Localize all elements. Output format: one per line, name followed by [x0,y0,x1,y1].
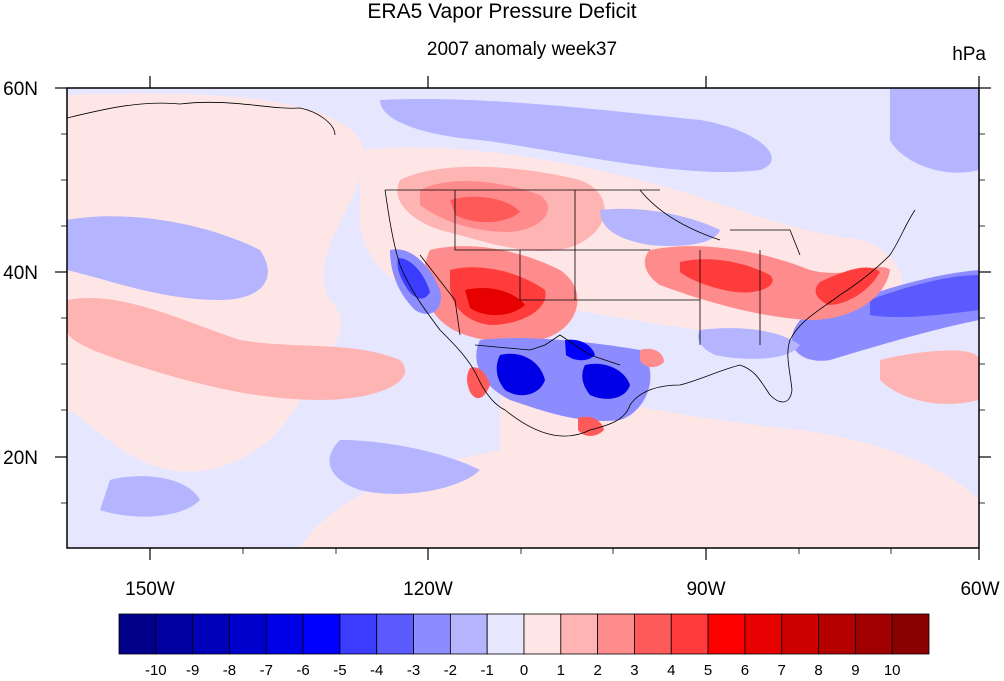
colorbar-tick-label: -7 [260,662,273,679]
colorbar-tick-label: 6 [741,662,749,679]
lon-label-90w: 90W [686,579,725,600]
colorbar-swatch [818,613,856,655]
colorbar-tick-label: 9 [851,662,859,679]
lat-label-40n: 40N [3,263,38,284]
colorbar-tick-label: -1 [481,662,494,679]
colorbar-tick-label: -3 [407,662,420,679]
colorbar-swatch [339,613,378,655]
anomaly-field [67,88,979,548]
colorbar-tick-label: -8 [223,662,236,679]
colorbar-swatch [744,613,783,655]
colorbar-tick-label: -4 [370,662,383,679]
colorbar-swatch [707,613,746,655]
colorbar-tick-label: 5 [704,662,712,679]
units-label: hPa [952,44,986,65]
colorbar-swatch [413,613,451,655]
lon-label-60w: 60W [960,579,999,600]
colorbar-swatch [155,613,194,655]
colorbar-swatch [560,613,599,655]
axis-ticks [55,76,991,560]
lon-label-120w: 120W [403,579,453,600]
colorbar-swatch [192,613,230,655]
colorbar-tick-label: 8 [814,662,822,679]
colorbar-tick-label: -6 [296,662,309,679]
lat-label-60n: 60N [3,79,38,100]
colorbar-swatch [523,613,562,655]
colorbar-tick-label: 0 [520,662,528,679]
colorbar-swatch [118,613,157,655]
chart-subtitle: 2007 anomaly week37 [426,39,618,60]
colorbar-swatch [449,613,488,655]
chart-title: ERA5 Vapor Pressure Deficit [367,0,637,23]
colorbar-swatch [229,613,267,655]
colorbar-swatch [891,613,930,655]
colorbar-tick-label: 7 [778,662,786,679]
colorbar-swatch [854,613,893,655]
colorbar-tick-label: 1 [557,662,565,679]
colorbar-tick-label: 10 [884,662,901,679]
colorbar-tick-label: 2 [593,662,601,679]
colorbar-swatch [597,613,635,655]
colorbar-swatch [634,613,672,655]
colorbar-swatch [486,613,525,655]
colorbar-tick-label: -2 [444,662,457,679]
colorbar-swatch [781,613,819,655]
colorbar-tick-label: 3 [630,662,638,679]
colorbar-tick-label: 4 [667,662,675,679]
colorbar-swatch [376,613,414,655]
colorbar-swatch [302,613,341,655]
colorbar-tick-label: -10 [145,662,167,679]
coastlines [67,101,916,437]
colorbar-swatch [670,613,709,655]
colorbar-swatch [265,613,304,655]
colorbar-tick-label: -5 [333,662,346,679]
colorbar-tick-label: -9 [186,662,199,679]
lat-label-20n: 20N [3,448,38,469]
lon-label-150w: 150W [125,579,175,600]
